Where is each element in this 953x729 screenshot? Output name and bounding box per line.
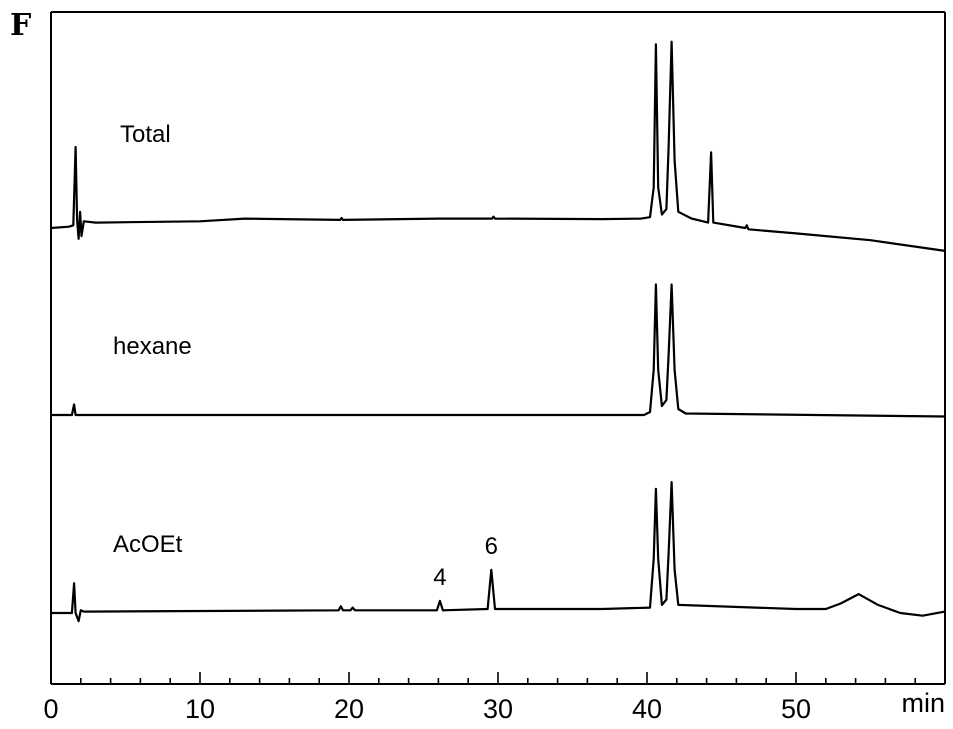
panel-letter: F — [10, 8, 32, 43]
x-tick-label-10: 10 — [185, 694, 215, 724]
trace-hexane — [51, 283, 946, 418]
x-tick-label-30: 30 — [483, 694, 513, 724]
trace-total — [50, 40, 946, 252]
x-tick-label-20: 20 — [334, 694, 364, 724]
chromatogram-traces — [50, 40, 946, 623]
x-tick-label-50: 50 — [781, 694, 811, 724]
peak-label-6: 6 — [485, 533, 498, 560]
peak-label-4: 4 — [433, 564, 446, 591]
trace-label-acoet: AcOEt — [113, 531, 183, 558]
trace-label-hexane: hexane — [113, 333, 192, 360]
peak-labels: 46 — [433, 533, 498, 591]
x-tick-label-0: 0 — [43, 694, 58, 724]
x-axis-unit: min — [901, 688, 945, 718]
axes: 0 10 20 30 40 50 min — [43, 11, 946, 724]
trace-acoet — [51, 481, 946, 623]
trace-labels: Total hexane AcOEt — [113, 121, 192, 558]
trace-label-total: Total — [120, 121, 171, 148]
x-tick-label-40: 40 — [632, 694, 662, 724]
